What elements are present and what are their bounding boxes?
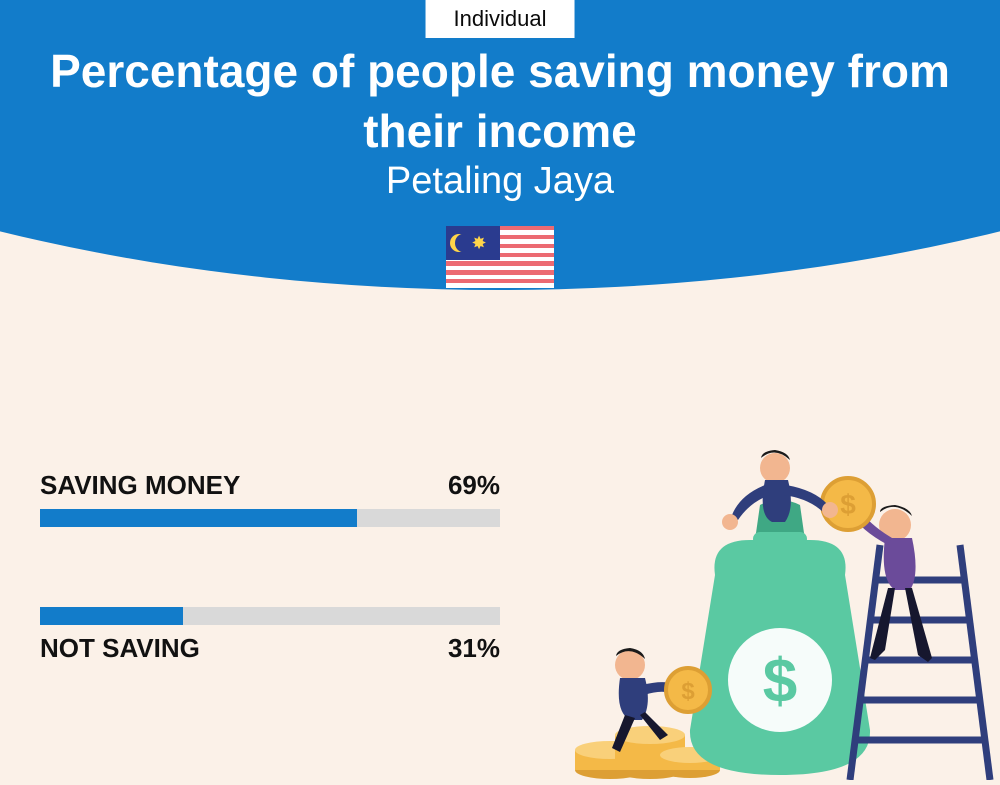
malaysia-flag-icon: ✸ — [446, 226, 554, 288]
money-bag-icon: $ — [690, 500, 870, 775]
bar-track — [40, 607, 500, 625]
bar-track — [40, 509, 500, 527]
bar-value: 69% — [448, 470, 500, 501]
svg-text:$: $ — [681, 678, 695, 705]
savings-illustration: $ $ $ — [560, 450, 1000, 780]
bar-value: 31% — [448, 633, 500, 664]
bar-group: NOT SAVING 31% — [40, 607, 500, 664]
bars-container: SAVING MONEY 69% NOT SAVING 31% — [40, 470, 500, 744]
bar-label: SAVING MONEY — [40, 470, 240, 501]
bar-label: NOT SAVING — [40, 633, 200, 664]
ladder-icon — [850, 545, 990, 780]
bar-fill — [40, 509, 357, 527]
bar-group: SAVING MONEY 69% — [40, 470, 500, 527]
svg-text:$: $ — [763, 647, 797, 716]
page-subtitle: Petaling Jaya — [0, 160, 1000, 203]
person-top-icon — [722, 450, 838, 530]
svg-text:$: $ — [840, 489, 856, 520]
bar-fill — [40, 607, 183, 625]
page-title: Percentage of people saving money from t… — [0, 42, 1000, 162]
category-badge: Individual — [426, 0, 575, 38]
